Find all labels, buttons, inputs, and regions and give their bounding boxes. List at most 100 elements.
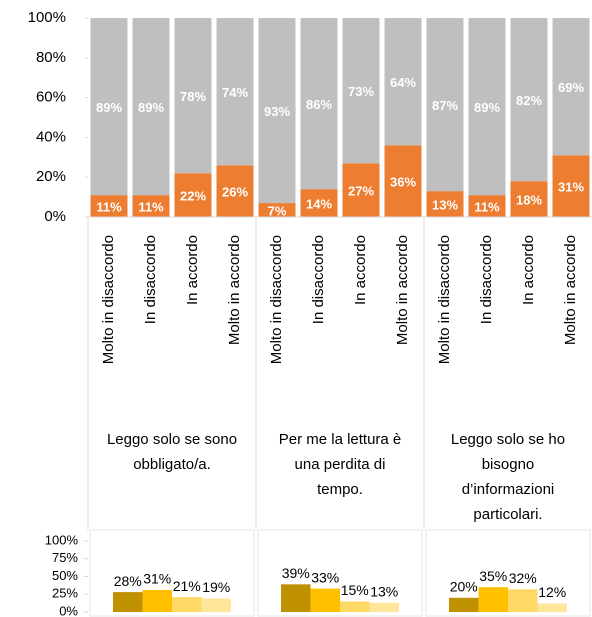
value-label: 26% bbox=[222, 185, 248, 200]
bar-segment bbox=[468, 18, 506, 196]
bar-segment bbox=[384, 18, 422, 146]
value-label: 31% bbox=[143, 571, 171, 587]
value-label: 89% bbox=[474, 100, 500, 115]
bar bbox=[369, 602, 399, 612]
panel bbox=[257, 529, 423, 617]
y-tick-label: 40% bbox=[36, 128, 66, 145]
bar bbox=[310, 588, 340, 612]
category-label: In disaccordo bbox=[310, 235, 327, 324]
value-label: 73% bbox=[348, 84, 374, 99]
bar-segment bbox=[174, 173, 212, 217]
y-tick-label: 80% bbox=[36, 49, 66, 66]
category-label: Molto in accordo bbox=[562, 235, 579, 345]
y-tick-label: 100% bbox=[28, 9, 66, 26]
value-label: 14% bbox=[306, 197, 332, 212]
bar-segment bbox=[174, 18, 212, 174]
category-label: Molto in disaccordo bbox=[268, 235, 285, 364]
value-label: 31% bbox=[558, 180, 584, 195]
value-label: 27% bbox=[348, 184, 374, 199]
group-label: particolari. bbox=[473, 506, 542, 523]
bar-segment bbox=[510, 18, 548, 182]
bar-segment bbox=[132, 195, 170, 217]
group-label: bisogno bbox=[482, 456, 535, 473]
y-tick-label: 20% bbox=[36, 168, 66, 185]
bar-segment bbox=[132, 18, 170, 196]
bar-segment bbox=[258, 203, 296, 217]
value-label: 19% bbox=[202, 579, 230, 595]
bar-segment bbox=[426, 191, 464, 217]
bar-segment bbox=[258, 18, 296, 204]
category-label: Molto in disaccordo bbox=[100, 235, 117, 364]
value-label: 86% bbox=[306, 97, 332, 112]
bar-segment bbox=[426, 18, 464, 192]
value-label: 74% bbox=[222, 85, 248, 100]
category-label: Molto in accordo bbox=[226, 235, 243, 345]
bar-segment bbox=[216, 18, 254, 166]
value-label: 89% bbox=[96, 100, 122, 115]
value-label: 20% bbox=[450, 579, 478, 595]
bar-segment bbox=[552, 155, 590, 217]
value-label: 22% bbox=[180, 189, 206, 204]
value-label: 35% bbox=[479, 568, 507, 584]
value-label: 39% bbox=[282, 565, 310, 581]
bar bbox=[508, 589, 538, 612]
bar-segment bbox=[342, 163, 380, 217]
bar bbox=[449, 597, 479, 612]
category-label: Molto in accordo bbox=[394, 235, 411, 345]
value-label: 13% bbox=[432, 198, 458, 213]
value-label: 69% bbox=[558, 80, 584, 95]
value-label: 7% bbox=[268, 203, 287, 218]
bar bbox=[201, 598, 231, 612]
value-label: 21% bbox=[173, 578, 201, 594]
value-label: 13% bbox=[370, 583, 398, 599]
y-tick-label: 0% bbox=[59, 603, 78, 617]
category-label: In accordo bbox=[184, 235, 201, 305]
value-label: 87% bbox=[432, 98, 458, 113]
bar-segment bbox=[510, 181, 548, 217]
group-label: d’informazioni bbox=[462, 481, 555, 498]
value-label: 32% bbox=[509, 570, 537, 586]
group-label: obbligato/a. bbox=[133, 456, 211, 473]
group-label: tempo. bbox=[317, 481, 363, 498]
value-label: 18% bbox=[516, 193, 542, 208]
bar-segment bbox=[90, 18, 128, 196]
bar-segment bbox=[300, 18, 338, 190]
bar bbox=[537, 603, 567, 612]
bar bbox=[281, 584, 311, 612]
bar-segment bbox=[468, 195, 506, 217]
y-tick-label: 100% bbox=[45, 532, 79, 547]
category-label: In disaccordo bbox=[142, 235, 159, 324]
value-label: 11% bbox=[474, 199, 500, 214]
y-tick-label: 0% bbox=[44, 208, 66, 225]
value-label: 11% bbox=[138, 199, 164, 214]
value-label: 64% bbox=[390, 75, 416, 90]
y-tick-label: 60% bbox=[36, 89, 66, 106]
bar-segment bbox=[300, 189, 338, 217]
value-label: 78% bbox=[180, 89, 206, 104]
bar-segment bbox=[552, 18, 590, 156]
y-tick-label: 50% bbox=[52, 568, 78, 583]
value-label: 11% bbox=[96, 199, 122, 214]
category-label: Molto in disaccordo bbox=[436, 235, 453, 364]
value-label: 15% bbox=[341, 582, 369, 598]
panel bbox=[425, 529, 591, 617]
category-label: In accordo bbox=[352, 235, 369, 305]
group-label: una perdita di bbox=[295, 456, 386, 473]
y-tick-label: 75% bbox=[52, 550, 78, 565]
category-label: In disaccordo bbox=[478, 235, 495, 324]
value-label: 12% bbox=[538, 584, 566, 600]
bar bbox=[142, 589, 172, 612]
bar-segment bbox=[216, 165, 254, 217]
group-label: Leggo solo se ho bbox=[451, 431, 565, 448]
bar bbox=[340, 601, 370, 612]
value-label: 89% bbox=[138, 100, 164, 115]
value-label: 28% bbox=[114, 573, 142, 589]
bar-segment bbox=[384, 145, 422, 217]
bar-segment bbox=[342, 18, 380, 164]
panel bbox=[89, 529, 255, 617]
value-label: 93% bbox=[264, 104, 290, 119]
value-label: 36% bbox=[390, 175, 416, 190]
value-label: 33% bbox=[311, 569, 339, 585]
bar bbox=[113, 592, 143, 612]
